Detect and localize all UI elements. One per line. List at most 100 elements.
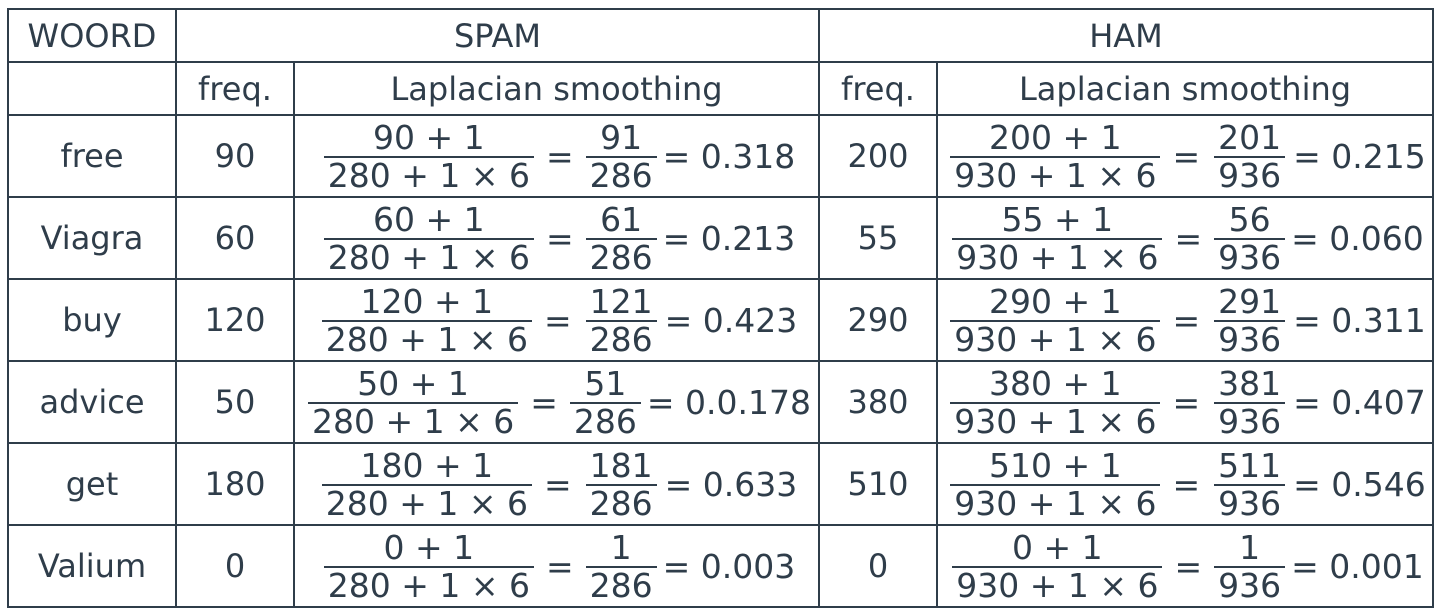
- ham-result-numerator: 201: [1218, 117, 1282, 157]
- word-cell: advice: [7, 360, 177, 444]
- header-row-top: WOORD SPAM HAM: [7, 8, 1434, 63]
- spam-fraction: 60 + 1 280 + 1 × 6: [323, 199, 534, 276]
- spam-result-numerator: 181: [589, 445, 653, 485]
- equals-sign: =: [543, 301, 572, 340]
- spam-laplacian-cell: 180 + 1 280 + 1 × 6 = 181 286 = 0.633: [293, 442, 820, 526]
- spam-result-denominator: 286: [585, 155, 657, 194]
- ham-freq-cell: 0: [818, 524, 938, 608]
- spam-laplacian-cell: 120 + 1 280 + 1 × 6 = 121 286 = 0.423: [293, 278, 820, 362]
- spam-result-value: = 0.423: [664, 301, 798, 340]
- equals-sign: =: [1172, 465, 1201, 504]
- equals-sign: =: [1174, 547, 1203, 586]
- table-row: buy 120 120 + 1 280 + 1 × 6 = 121 286 = 0.423 29…: [7, 278, 1434, 362]
- ham-result-numerator: 511: [1218, 445, 1282, 485]
- ham-freq-cell: 510: [818, 442, 938, 526]
- ham-numerator: 380 + 1: [989, 363, 1122, 403]
- ham-denominator: 930 + 1 × 6: [950, 319, 1161, 358]
- ham-result-value: = 0.407: [1293, 383, 1426, 422]
- ham-laplacian-cell: 55 + 1 930 + 1 × 6 = 56 936 = 0.060: [936, 196, 1434, 280]
- header-spam-freq: freq.: [175, 61, 295, 116]
- spam-result-numerator: 1: [610, 527, 632, 567]
- spam-result-numerator: 51: [584, 363, 627, 403]
- header-row-sub: freq. Laplacian smoothing freq. Laplacia…: [7, 61, 1434, 116]
- ham-result-fraction: 511 936: [1212, 445, 1287, 522]
- ham-result-value: = 0.001: [1291, 547, 1424, 586]
- equals-sign: =: [545, 547, 574, 586]
- ham-result-fraction: 381 936: [1212, 363, 1287, 440]
- word-cell: get: [7, 442, 177, 526]
- ham-result-denominator: 936: [1214, 155, 1286, 194]
- spam-numerator: 180 + 1: [360, 445, 494, 485]
- ham-result-numerator: 291: [1218, 281, 1282, 321]
- ham-fraction: 290 + 1 930 + 1 × 6: [950, 281, 1161, 358]
- spam-result-fraction: 121 286: [584, 281, 659, 358]
- ham-result-value: = 0.060: [1291, 219, 1424, 258]
- ham-laplacian-cell: 380 + 1 930 + 1 × 6 = 381 936 = 0.407: [936, 360, 1434, 444]
- spam-fraction: 90 + 1 280 + 1 × 6: [323, 117, 534, 194]
- ham-formula: 290 + 1 930 + 1 × 6 = 291 936 = 0.311: [944, 281, 1426, 358]
- spam-numerator: 50 + 1: [357, 363, 469, 403]
- spam-fraction: 120 + 1 280 + 1 × 6: [321, 283, 532, 358]
- ham-result-value: = 0.311: [1293, 301, 1426, 340]
- ham-numerator: 510 + 1: [989, 445, 1122, 485]
- ham-result-numerator: 56: [1228, 199, 1271, 239]
- ham-denominator: 930 + 1 × 6: [952, 237, 1163, 276]
- ham-result-value: = 0.215: [1293, 137, 1426, 176]
- spam-result-value: = 0.318: [662, 137, 796, 176]
- word-cell: Viagra: [7, 196, 177, 280]
- spam-numerator: 60 + 1: [373, 199, 485, 239]
- ham-result-numerator: 381: [1218, 363, 1282, 403]
- spam-formula: 90 + 1 280 + 1 × 6 = 91 286 = 0.318: [318, 117, 796, 194]
- ham-denominator: 930 + 1 × 6: [950, 483, 1161, 522]
- spam-denominator: 280 + 1 × 6: [323, 155, 534, 194]
- spam-result-fraction: 1 286: [585, 527, 657, 604]
- spam-numerator: 90 + 1: [373, 117, 485, 157]
- spam-fraction: 0 + 1 280 + 1 × 6: [323, 527, 534, 604]
- spam-formula: 180 + 1 280 + 1 × 6 = 181 286 = 0.633: [316, 445, 797, 522]
- ham-fraction: 380 + 1 930 + 1 × 6: [950, 363, 1161, 440]
- spam-result-fraction: 51 286: [569, 363, 641, 440]
- table-row: Viagra 60 60 + 1 280 + 1 × 6 = 61 286 = 0.213 55…: [7, 196, 1434, 280]
- spam-result-denominator: 286: [585, 319, 657, 358]
- equals-sign: =: [545, 219, 574, 258]
- spam-freq-cell: 60: [175, 196, 295, 280]
- ham-numerator: 290 + 1: [989, 281, 1122, 321]
- ham-numerator: 200 + 1: [989, 117, 1122, 157]
- spam-freq-cell: 50: [175, 360, 295, 444]
- ham-laplacian-cell: 510 + 1 930 + 1 × 6 = 511 936 = 0.546: [936, 442, 1434, 526]
- ham-result-fraction: 1 936: [1214, 529, 1286, 604]
- spam-result-numerator: 121: [589, 281, 653, 321]
- spam-laplacian-cell: 60 + 1 280 + 1 × 6 = 61 286 = 0.213: [293, 196, 820, 280]
- ham-numerator: 55 + 1: [1001, 199, 1114, 239]
- spam-freq-cell: 0: [175, 524, 295, 608]
- ham-result-fraction: 291 936: [1212, 281, 1287, 358]
- equals-sign: =: [1172, 383, 1201, 422]
- ham-laplacian-cell: 0 + 1 930 + 1 × 6 = 1 936 = 0.001: [936, 524, 1434, 608]
- ham-formula: 55 + 1 930 + 1 × 6 = 56 936 = 0.060: [946, 199, 1424, 276]
- ham-result-fraction: 56 936: [1214, 199, 1286, 276]
- equals-sign: =: [1174, 219, 1203, 258]
- spam-freq-cell: 90: [175, 114, 295, 198]
- spam-result-denominator: 286: [585, 565, 657, 604]
- spam-denominator: 280 + 1 × 6: [321, 483, 532, 522]
- spam-result-fraction: 181 286: [584, 445, 659, 522]
- spam-laplacian-cell: 90 + 1 280 + 1 × 6 = 91 286 = 0.318: [293, 114, 820, 198]
- ham-result-denominator: 936: [1214, 401, 1286, 440]
- spam-freq-cell: 180: [175, 442, 295, 526]
- word-cell: free: [7, 114, 177, 198]
- spam-numerator: 0 + 1: [383, 527, 475, 567]
- table-row: get 180 180 + 1 280 + 1 × 6 = 181 286 = 0.633 51…: [7, 442, 1434, 526]
- spam-result-fraction: 91 286: [585, 117, 657, 194]
- ham-freq-cell: 290: [818, 278, 938, 362]
- spam-result-value: = 0.003: [662, 547, 796, 586]
- table-body: free 90 90 + 1 280 + 1 × 6 = 91 286 = 0.318 200 2…: [7, 114, 1434, 608]
- equals-sign: =: [1172, 301, 1201, 340]
- spam-denominator: 280 + 1 × 6: [323, 237, 534, 276]
- spam-result-denominator: 286: [569, 401, 641, 440]
- spam-formula: 50 + 1 280 + 1 × 6 = 51 286 = 0.0.178: [302, 363, 811, 440]
- word-cell: Valium: [7, 524, 177, 608]
- header-ham: HAM: [818, 8, 1434, 63]
- spam-result-numerator: 91: [600, 117, 643, 157]
- spam-denominator: 280 + 1 × 6: [321, 319, 532, 358]
- spam-result-denominator: 286: [585, 483, 657, 522]
